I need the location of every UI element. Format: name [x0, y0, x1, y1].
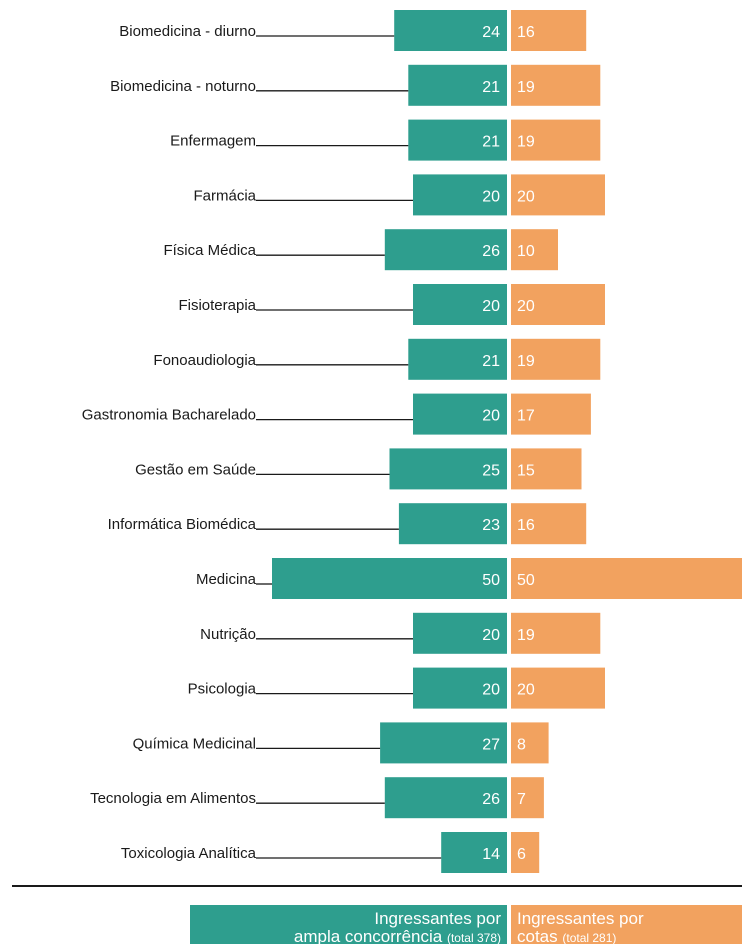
bar-cotas	[511, 558, 742, 599]
value-label-ampla: 20	[482, 627, 500, 644]
bar-ampla	[384, 229, 507, 271]
bar-ampla	[413, 667, 507, 709]
value-label-cotas: 19	[517, 627, 535, 644]
bar-cotas	[511, 832, 540, 873]
category-label: Toxicologia Analítica	[121, 845, 257, 862]
category-label: Tecnologia em Alimentos	[90, 790, 256, 807]
value-label-ampla: 23	[482, 517, 500, 534]
value-label-cotas: 20	[517, 682, 535, 699]
value-label-cotas: 8	[517, 736, 526, 753]
bar-ampla	[413, 174, 507, 216]
bar-cotas	[511, 393, 591, 435]
category-label: Enfermagem	[170, 133, 256, 150]
category-label: Biomedicina - diurno	[119, 23, 256, 40]
value-label-ampla: 20	[482, 682, 500, 699]
bar-ampla	[394, 10, 507, 51]
bar-ampla	[413, 612, 507, 654]
bar-ampla	[384, 777, 507, 819]
bar-ampla	[408, 338, 507, 380]
value-label-ampla: 21	[482, 79, 500, 96]
category-label: Informática Biomédica	[108, 516, 257, 533]
value-label-cotas: 7	[517, 791, 526, 808]
value-label-ampla: 50	[482, 572, 500, 589]
bar-cotas	[511, 722, 549, 764]
value-label-cotas: 20	[517, 188, 535, 205]
value-label-ampla: 25	[482, 462, 500, 479]
category-label: Química Medicinal	[133, 735, 256, 752]
category-label: Farmácia	[193, 187, 256, 204]
value-label-cotas: 19	[517, 79, 535, 96]
value-label-ampla: 20	[482, 188, 500, 205]
bar-cotas	[511, 119, 601, 161]
legend-cotas-line2: cotas	[517, 927, 558, 946]
legend-swatch-ampla	[190, 905, 507, 944]
category-label: Nutrição	[200, 626, 256, 643]
legend-cotas: Ingressantes por cotas (total 281)	[511, 905, 742, 947]
value-label-cotas: 6	[517, 846, 526, 863]
value-label-cotas: 17	[517, 408, 535, 425]
value-label-ampla: 26	[482, 791, 500, 808]
bar-cotas	[511, 777, 544, 819]
value-label-ampla: 26	[482, 243, 500, 260]
bar-cotas	[511, 667, 605, 709]
category-label: Física Médica	[163, 242, 256, 259]
bar-cotas	[511, 448, 582, 490]
bar-ampla	[413, 284, 507, 325]
bar-cotas	[511, 229, 558, 271]
category-label: Biomedicina - noturno	[110, 78, 256, 95]
bar-cotas	[511, 64, 601, 106]
value-label-cotas: 19	[517, 134, 535, 151]
bar-ampla	[441, 832, 507, 873]
category-label: Psicologia	[188, 681, 257, 698]
value-label-cotas: 15	[517, 462, 535, 479]
value-label-ampla: 20	[482, 298, 500, 315]
bar-ampla	[380, 722, 507, 764]
value-label-ampla: 14	[482, 846, 500, 863]
legend-ampla-line2-wrap: ampla concorrência (total 378)	[190, 928, 501, 947]
bar-ampla	[413, 393, 507, 435]
value-label-ampla: 21	[482, 134, 500, 151]
legend-ampla-line2: ampla concorrência	[293, 927, 443, 946]
value-label-cotas: 19	[517, 353, 535, 370]
value-label-ampla: 27	[482, 736, 500, 753]
value-label-ampla: 21	[482, 353, 500, 370]
value-label-cotas: 10	[517, 243, 535, 260]
value-label-ampla: 24	[482, 24, 500, 41]
legend-ampla-line1: Ingressantes por	[374, 909, 501, 928]
value-label-ampla: 20	[482, 408, 500, 425]
bar-cotas	[511, 174, 605, 216]
bar-cotas	[511, 10, 587, 51]
category-label: Gastronomia Bacharelado	[82, 407, 256, 424]
legend-ampla-total: (total 378)	[446, 931, 501, 945]
category-label: Fisioterapia	[178, 297, 256, 314]
legend-ampla: Ingressantes por ampla concorrência (tot…	[190, 905, 507, 947]
category-label: Fonoaudiologia	[153, 352, 256, 369]
value-label-cotas: 16	[517, 517, 535, 534]
legend-cotas-total: (total 281)	[562, 931, 617, 945]
bar-ampla	[398, 503, 507, 545]
category-label: Gestão em Saúde	[135, 461, 256, 478]
bar-ampla	[408, 119, 507, 161]
bar-ampla	[408, 64, 507, 106]
value-label-cotas: 50	[517, 572, 535, 589]
bar-cotas	[511, 612, 601, 654]
value-label-cotas: 16	[517, 24, 535, 41]
bar-cotas	[511, 284, 605, 325]
legend-swatch-cotas	[511, 905, 742, 944]
bar-cotas	[511, 338, 601, 380]
bar-ampla	[272, 558, 507, 599]
legend-cotas-line1: Ingressantes por	[517, 909, 644, 928]
bar-ampla	[389, 448, 507, 490]
category-label: Medicina	[196, 571, 257, 588]
bar-cotas	[511, 503, 587, 545]
value-label-cotas: 20	[517, 298, 535, 315]
legend-cotas-line2-wrap: cotas (total 281)	[517, 928, 742, 947]
